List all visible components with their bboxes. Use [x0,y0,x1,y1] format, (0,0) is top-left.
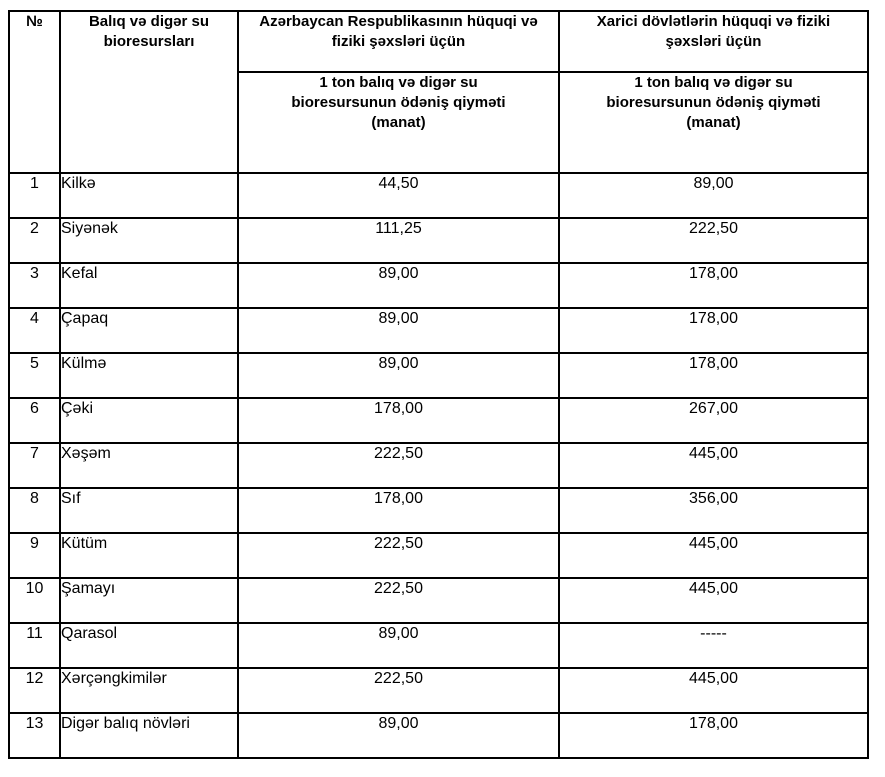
species-name: Kefal [59,262,239,309]
species-name: Digər balıq növləri [59,712,239,759]
foreign-price-value: 445,00 [558,442,869,489]
header-cell-domestic-price: 1 ton balıq və digər su bioresursunun öd… [237,71,560,174]
row-number: 12 [8,667,61,714]
table-row: 2 Siyənək 111,25 222,50 [8,217,869,264]
species-name: Xəşəm [59,442,239,489]
domestic-price-value: 222,50 [237,667,560,714]
foreign-price-value: 356,00 [558,487,869,534]
table-row: 7 Xəşəm 222,50 445,00 [8,442,869,489]
domestic-price-value: 89,00 [237,262,560,309]
foreign-price-value: 178,00 [558,262,869,309]
species-name: Çapaq [59,307,239,354]
table-body: 1 Kilkə 44,50 89,00 2 Siyənək 111,25 222… [8,172,869,759]
row-number: 6 [8,397,61,444]
row-number: 1 [8,172,61,219]
header-species-label: Balıq və digər su bioresursları [88,13,210,50]
foreign-price-value: 222,50 [558,217,869,264]
domestic-price-value: 111,25 [237,217,560,264]
row-number: 7 [8,442,61,489]
table-row: 9 Kütüm 222,50 445,00 [8,532,869,579]
domestic-price-value: 222,50 [237,532,560,579]
domestic-price-value: 44,50 [237,172,560,219]
species-name: Şamayı [59,577,239,624]
domestic-price-value: 178,00 [237,397,560,444]
species-name: Kilkə [59,172,239,219]
header-domestic-price-label: 1 ton balıq və digər su bioresursunun öd… [291,74,506,131]
table-row: 8 Sıf 178,00 356,00 [8,487,869,534]
header-cell-domestic-group: Azərbaycan Respublikasının hüquqi və fiz… [237,10,560,73]
row-number: 8 [8,487,61,534]
header-domestic-group-label: Azərbaycan Respublikasının hüquqi və fiz… [259,13,538,50]
table-row: 3 Kefal 89,00 178,00 [8,262,869,309]
species-name: Çəki [59,397,239,444]
foreign-price-value: ----- [558,622,869,669]
row-number: 13 [8,712,61,759]
header-row-groups: № Balıq və digər su bioresursları Azərba… [8,10,869,174]
header-cell-foreign-price: 1 ton balıq və digər su bioresursunun öd… [558,71,869,174]
foreign-price-value: 89,00 [558,172,869,219]
table-header: № Balıq və digər su bioresursları Azərba… [8,10,869,174]
domestic-price-value: 89,00 [237,712,560,759]
domestic-price-value: 222,50 [237,442,560,489]
foreign-price-value: 445,00 [558,667,869,714]
table-row: 1 Kilkə 44,50 89,00 [8,172,869,219]
table-row: 5 Külmə 89,00 178,00 [8,352,869,399]
domestic-price-value: 89,00 [237,352,560,399]
species-name: Qarasol [59,622,239,669]
species-name: Külmə [59,352,239,399]
species-name: Sıf [59,487,239,534]
row-number: 9 [8,532,61,579]
table-row: 12 Xərçəngkimilər 222,50 445,00 [8,667,869,714]
species-name: Siyənək [59,217,239,264]
species-name: Kütüm [59,532,239,579]
domestic-price-value: 89,00 [237,307,560,354]
header-number-label: № [26,13,43,30]
row-number: 10 [8,577,61,624]
table-row: 11 Qarasol 89,00 ----- [8,622,869,669]
row-number: 5 [8,352,61,399]
fish-fees-table: № Balıq və digər su bioresursları Azərba… [8,10,869,759]
header-row-price: 1 ton balıq və digər su bioresursunun öd… [9,71,869,174]
domestic-price-value: 89,00 [237,622,560,669]
header-foreign-group-label: Xarici dövlətlərin hüquqi və fiziki şəxs… [596,13,831,50]
foreign-price-value: 178,00 [558,352,869,399]
row-number: 4 [8,307,61,354]
foreign-price-value: 445,00 [558,577,869,624]
header-cell-number: № [8,10,61,174]
foreign-price-value: 445,00 [558,532,869,579]
table-row: 13 Digər balıq növləri 89,00 178,00 [8,712,869,759]
foreign-price-value: 267,00 [558,397,869,444]
foreign-price-value: 178,00 [558,307,869,354]
header-cell-foreign-group: Xarici dövlətlərin hüquqi və fiziki şəxs… [558,10,869,73]
row-number: 11 [8,622,61,669]
table-row: 4 Çapaq 89,00 178,00 [8,307,869,354]
header-cell-species: Balıq və digər su bioresursları [59,10,239,174]
table-row: 10 Şamayı 222,50 445,00 [8,577,869,624]
table-row: 6 Çəki 178,00 267,00 [8,397,869,444]
foreign-price-value: 178,00 [558,712,869,759]
species-name: Xərçəngkimilər [59,667,239,714]
header-foreign-price-label: 1 ton balıq və digər su bioresursunun öd… [606,74,821,131]
row-number: 2 [8,217,61,264]
domestic-price-value: 178,00 [237,487,560,534]
domestic-price-value: 222,50 [237,577,560,624]
row-number: 3 [8,262,61,309]
